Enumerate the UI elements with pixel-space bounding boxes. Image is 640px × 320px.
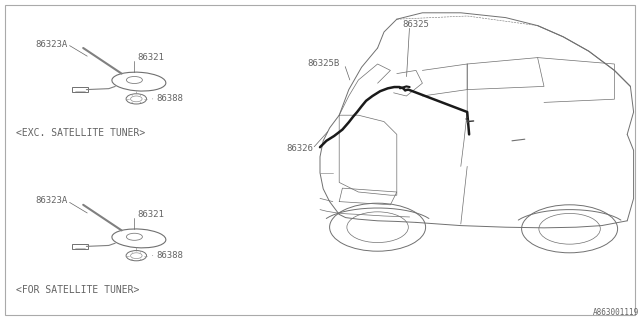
Text: 86326: 86326 <box>287 144 314 153</box>
Text: 86321: 86321 <box>138 210 164 219</box>
Text: <EXC. SATELLITE TUNER>: <EXC. SATELLITE TUNER> <box>16 128 145 138</box>
Text: 86323A: 86323A <box>35 40 67 49</box>
Text: <FOR SATELLITE TUNER>: <FOR SATELLITE TUNER> <box>16 284 140 295</box>
Text: A863001119: A863001119 <box>593 308 639 317</box>
Text: 86325: 86325 <box>402 20 429 29</box>
Text: 86325B: 86325B <box>307 60 339 68</box>
Text: 86388: 86388 <box>157 251 184 260</box>
Text: 86388: 86388 <box>157 94 184 103</box>
Text: 86323A: 86323A <box>35 196 67 205</box>
Text: 86321: 86321 <box>138 53 164 62</box>
